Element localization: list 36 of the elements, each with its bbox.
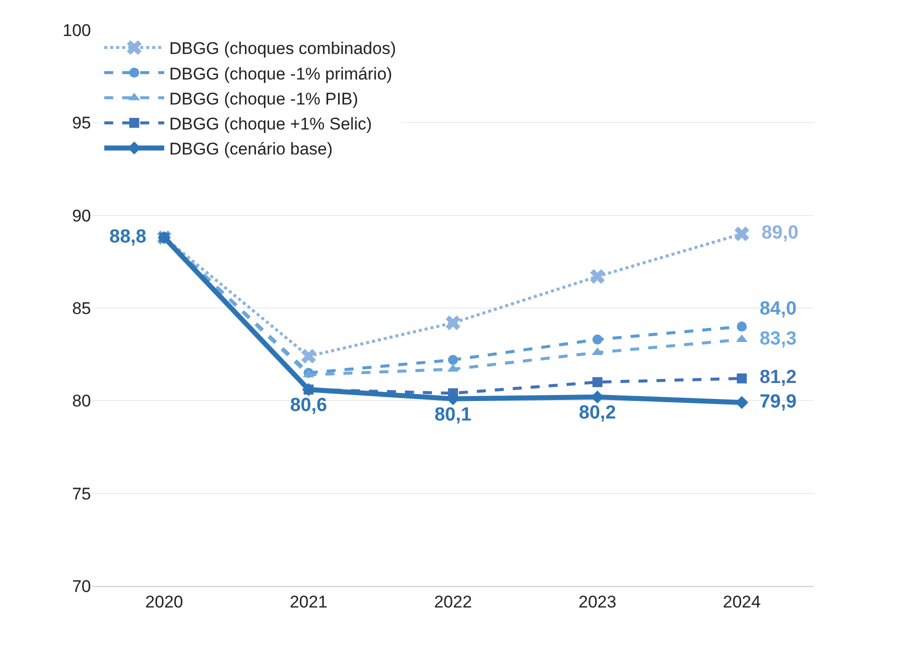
data-label: 80,6	[280, 395, 338, 416]
point	[590, 269, 605, 284]
point	[446, 392, 460, 406]
legend-label: DBGG (choques combinados)	[169, 39, 396, 58]
y-tick-label: 80	[72, 392, 91, 411]
legend-label: DBGG (choque -1% primário)	[169, 64, 392, 84]
x-tick-label: 2021	[290, 592, 328, 612]
point	[736, 322, 747, 332]
point	[736, 373, 747, 384]
data-label: 84,0	[749, 298, 808, 320]
point	[592, 334, 602, 345]
data-label: 79,9	[749, 391, 808, 412]
point	[446, 315, 460, 330]
y-tick-label: 85	[72, 298, 91, 318]
data-label: 80,2	[568, 402, 626, 424]
y-tick-label: 70	[72, 576, 91, 596]
legend-label: DBGG (choque -1% PIB)	[169, 89, 358, 108]
legend-label: DBGG (cenário base)	[169, 140, 333, 159]
y-tick-label: 75	[72, 484, 91, 504]
point	[301, 348, 316, 364]
x-tick-label: 2022	[434, 592, 472, 612]
x-tick-label: 2020	[145, 592, 184, 612]
legend-label: DBGG (choque +1% Selic)	[169, 114, 372, 134]
data-label: 89,0	[750, 222, 810, 244]
data-label: 81,2	[749, 367, 808, 388]
y-tick-label: 90	[72, 206, 91, 226]
data-label: 80,1	[424, 404, 482, 426]
y-tick-label: 95	[72, 114, 91, 133]
y-tick-label: 100	[62, 20, 91, 40]
point	[734, 226, 750, 242]
point	[592, 377, 602, 388]
x-tick-label: 2023	[578, 592, 616, 612]
data-label: 88,8	[98, 226, 157, 248]
data-label: 83,3	[749, 328, 808, 350]
x-tick-label: 2024	[722, 592, 761, 612]
point	[448, 354, 458, 365]
